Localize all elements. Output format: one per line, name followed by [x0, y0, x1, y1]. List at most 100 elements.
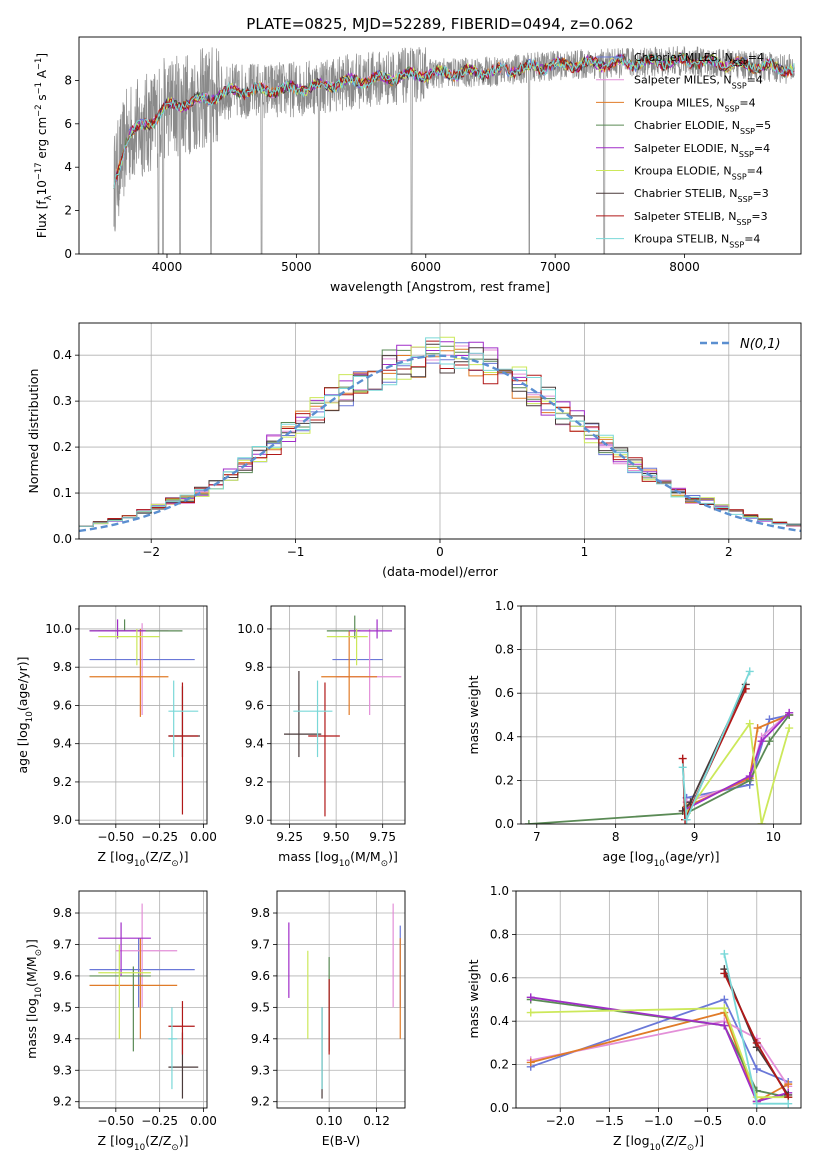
errorbar-ks: [293, 680, 333, 758]
y-tick-label: 9.7: [53, 937, 72, 951]
y-tick-label: 9.8: [53, 660, 72, 674]
y-tick-label: 0.0: [53, 532, 72, 546]
x-tick-label: 7: [533, 830, 541, 844]
y-tick-label: 4: [64, 160, 72, 174]
y-tick-label: 0.8: [490, 927, 509, 941]
series-marker-cm: [752, 1064, 761, 1073]
x-tick-label: −0.25: [141, 1114, 178, 1128]
y-tick-label: 9.6: [251, 969, 270, 983]
y-tick-label: 9.8: [245, 660, 264, 674]
y-tick-label: 0.0: [490, 1101, 509, 1115]
x-tick-label: −1.0: [644, 1114, 673, 1128]
axes-frame: [78, 890, 208, 1109]
y-tick-label: 0.6: [490, 971, 509, 985]
y-tick-label: 0.8: [495, 643, 514, 657]
y-tick-label: 9.3: [251, 1063, 270, 1077]
y-tick-label: 9.4: [251, 1032, 270, 1046]
x-tick-label: −1: [287, 545, 305, 559]
errorbar-km: [89, 628, 169, 717]
x-axis-label: Z [log10(Z/Z⊙)]: [613, 1133, 704, 1153]
x-tick-label: 1: [581, 545, 589, 559]
y-tick-label: 9.4: [53, 1032, 72, 1046]
errorbar-ks: [168, 1007, 178, 1090]
errorbar-km: [321, 630, 378, 715]
axes-frame: [520, 605, 802, 825]
errorbar-ce: [326, 615, 361, 639]
age-vs-metallicity-panel: −0.50 −0.25 0.00 9.0 9.2 9.4 9.6 9.8 10.0 Z [log1…: [15, 605, 217, 869]
plot-area: [524, 667, 794, 824]
x-tick-label: 4000: [152, 260, 183, 274]
y-tick-label: 9.8: [251, 906, 270, 920]
x-axis-label: mass [log10(M/M⊙)]: [278, 849, 398, 869]
y-tick-label: 9.5: [53, 1000, 72, 1014]
errorbar-ke: [98, 628, 160, 666]
errorbar-sm: [336, 628, 402, 715]
x-tick-label: 0.00: [190, 830, 217, 844]
model-spectrum-ks: [113, 54, 795, 189]
y-tick-label: 9.0: [245, 813, 264, 827]
errorbar-cs: [168, 1032, 199, 1099]
series-marker-ss: [752, 1038, 761, 1047]
plot-area: [79, 336, 801, 533]
x-axis-label: wavelength [Angstrom, rest frame]: [330, 279, 550, 294]
x-tick-label: 10: [766, 830, 781, 844]
model-spectrum-cs: [113, 52, 795, 189]
legend-label-ce: Chabrier ELODIE, NSSP=5: [634, 119, 771, 136]
y-tick-label: 0.2: [490, 1058, 509, 1072]
series-marker-km: [784, 1080, 793, 1089]
y-tick-label: 8: [64, 73, 72, 87]
y-tick-label: 2: [64, 204, 72, 218]
x-tick-label: 8: [612, 830, 620, 844]
y-tick-label: 6: [64, 117, 72, 131]
mass-vs-extinction-panel: 0.10 0.12 9.2 9.3 9.4 9.5 9.6 9.7 9.8 E(B-V): [251, 890, 406, 1148]
x-tick-label: 9.75: [369, 830, 396, 844]
y-tick-label: 0.2: [53, 440, 72, 454]
axes-frame: [78, 36, 802, 255]
y-tick-label: 10.0: [45, 622, 72, 636]
axes-frame: [78, 605, 208, 825]
residuals-panel: −2 −1 0 1 2 0.0 0.1 0.2 0.3 0.4 (data-model)/error…: [26, 322, 802, 579]
y-tick-label: 9.6: [53, 698, 72, 712]
x-tick-label: 9.25: [276, 830, 303, 844]
x-axis-label: (data-model)/error: [382, 564, 499, 579]
y-axis-label: Normed distribution: [26, 369, 41, 494]
x-tick-label: 8000: [669, 260, 700, 274]
x-tick-label: 7000: [540, 260, 571, 274]
series-marker-ks: [745, 667, 754, 676]
histogram-ks: [79, 337, 801, 527]
y-tick-label: 0.4: [495, 730, 514, 744]
x-tick-label: 9: [691, 830, 699, 844]
series-marker-ke: [745, 719, 754, 728]
legend-label-ss: Salpeter STELIB, NSSP=3: [634, 210, 768, 227]
series-marker-ke: [757, 820, 766, 824]
axes-frame: [270, 605, 406, 825]
errorbar-ke: [98, 944, 151, 1039]
y-tick-label: 9.4: [245, 737, 264, 751]
spectrum-legend: Chabrier MILES, NSSP=4 Salpeter MILES, NS…: [596, 51, 771, 249]
series-marker-ss: [720, 969, 729, 978]
x-tick-label: 9.50: [323, 830, 350, 844]
series-marker-ce: [524, 820, 533, 824]
y-tick-label: 0.2: [495, 773, 514, 787]
y-tick-label: 9.4: [53, 737, 72, 751]
legend-label-sm: Salpeter MILES, NSSP=4: [634, 74, 763, 91]
plot-area: [89, 619, 200, 815]
errorbar-ss: [168, 682, 199, 815]
series-marker-se: [745, 772, 754, 781]
x-tick-label: −0.25: [141, 830, 178, 844]
y-tick-label: 9.0: [53, 813, 72, 827]
legend-label-km: Kroupa MILES, NSSP=4: [634, 96, 756, 113]
errorbar-sm: [115, 903, 178, 1008]
legend-label-ke: Kroupa ELODIE, NSSP=4: [634, 165, 763, 182]
series-marker-ks: [678, 763, 687, 772]
weight-vs-age-panel: 7 8 9 10 0.0 0.2 0.4 0.6 0.8 1.0 age [log10(age/yr…: [466, 599, 802, 869]
series-marker-cm: [765, 715, 774, 724]
plot-area: [89, 903, 199, 1099]
x-tick-label: −2: [142, 545, 160, 559]
age-vs-mass-panel: 9.25 9.50 9.75 9.0 9.2 9.4 9.6 9.8 10.0 mass [log…: [237, 605, 406, 869]
series-marker-ks: [682, 815, 691, 824]
spectrum-panel: 4000 5000 6000 7000 8000 0 2 4 6 8 wavelength [Ang…: [33, 36, 802, 294]
x-tick-label: 5000: [281, 260, 312, 274]
y-tick-label: 1.0: [495, 599, 514, 613]
